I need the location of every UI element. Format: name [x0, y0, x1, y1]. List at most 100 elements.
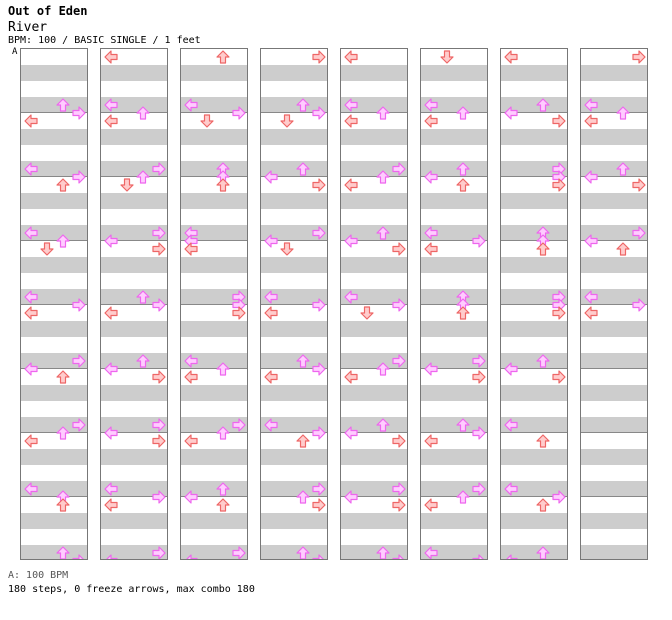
step-arrow-left-icon — [344, 50, 358, 64]
step-arrow-left-icon — [184, 98, 198, 112]
measure-line — [181, 304, 247, 305]
measure-line — [181, 240, 247, 241]
step-arrow-right-icon — [152, 162, 166, 176]
measure-line — [501, 176, 567, 177]
song-title: Out of Eden — [8, 4, 88, 18]
step-arrow-right-icon — [472, 370, 486, 384]
step-arrow-right-icon — [312, 106, 326, 120]
step-arrow-right-icon — [312, 554, 326, 559]
measure-line — [581, 496, 647, 497]
step-arrow-right-icon — [632, 50, 646, 64]
chart-info: BPM: 100 / BASIC SINGLE / 1 feet — [8, 35, 201, 46]
measure-line — [181, 176, 247, 177]
step-arrow-up-icon — [536, 546, 550, 559]
step-stats: 180 steps, 0 freeze arrows, max combo 18… — [8, 584, 255, 595]
step-arrow-up-icon — [56, 178, 70, 192]
measure-line — [421, 368, 487, 369]
measure-line — [341, 240, 407, 241]
step-arrow-up-icon — [56, 426, 70, 440]
step-arrow-left-icon — [104, 498, 118, 512]
step-arrow-up-icon — [136, 106, 150, 120]
step-arrow-up-icon — [56, 498, 70, 512]
step-arrow-left-icon — [344, 426, 358, 440]
measure-line — [101, 240, 167, 241]
step-arrow-left-icon — [344, 98, 358, 112]
step-arrow-right-icon — [72, 554, 86, 559]
measure-line — [21, 368, 87, 369]
step-arrow-right-icon — [392, 354, 406, 368]
measure-line — [341, 112, 407, 113]
step-arrow-right-icon — [312, 426, 326, 440]
step-arrow-right-icon — [72, 170, 86, 184]
step-arrow-left-icon — [104, 50, 118, 64]
step-arrow-left-icon — [24, 226, 38, 240]
step-arrow-up-icon — [376, 226, 390, 240]
step-arrow-down-icon — [440, 50, 454, 64]
step-arrow-up-icon — [456, 418, 470, 432]
step-arrow-up-icon — [296, 98, 310, 112]
step-arrow-up-icon — [216, 178, 230, 192]
step-arrow-down-icon — [40, 242, 54, 256]
step-arrow-up-icon — [376, 546, 390, 559]
measure-line — [581, 112, 647, 113]
measure-line — [101, 112, 167, 113]
step-arrow-right-icon — [232, 306, 246, 320]
step-arrow-right-icon — [312, 50, 326, 64]
step-arrow-up-icon — [456, 178, 470, 192]
step-arrow-up-icon — [136, 170, 150, 184]
measure-line — [261, 176, 327, 177]
step-arrow-up-icon — [56, 98, 70, 112]
measure-line — [181, 432, 247, 433]
step-column — [180, 48, 248, 560]
step-arrow-up-icon — [536, 498, 550, 512]
step-arrow-up-icon — [376, 106, 390, 120]
step-arrow-right-icon — [232, 546, 246, 559]
step-arrow-down-icon — [280, 114, 294, 128]
step-arrow-up-icon — [376, 362, 390, 376]
bpm-legend: A: 100 BPM — [8, 570, 69, 581]
step-arrow-left-icon — [584, 114, 598, 128]
measure-line — [261, 304, 327, 305]
measure-line — [101, 496, 167, 497]
step-arrow-left-icon — [24, 290, 38, 304]
step-arrow-left-icon — [344, 370, 358, 384]
measure-line — [21, 240, 87, 241]
step-arrow-up-icon — [216, 362, 230, 376]
step-arrow-left-icon — [584, 98, 598, 112]
step-arrow-right-icon — [152, 298, 166, 312]
step-arrow-right-icon — [392, 298, 406, 312]
step-arrow-right-icon — [552, 114, 566, 128]
step-arrow-up-icon — [216, 50, 230, 64]
step-arrow-left-icon — [584, 306, 598, 320]
measure-line — [341, 304, 407, 305]
step-arrow-left-icon — [104, 98, 118, 112]
step-arrow-right-icon — [72, 418, 86, 432]
measure-line — [501, 112, 567, 113]
step-arrow-left-icon — [424, 546, 438, 559]
step-arrow-left-icon — [504, 554, 518, 559]
measure-line — [341, 368, 407, 369]
measure-line — [421, 112, 487, 113]
step-arrow-left-icon — [184, 434, 198, 448]
step-arrow-up-icon — [56, 370, 70, 384]
step-arrow-right-icon — [392, 162, 406, 176]
step-arrow-down-icon — [280, 242, 294, 256]
step-arrow-right-icon — [312, 226, 326, 240]
measure-line — [101, 432, 167, 433]
step-arrow-left-icon — [424, 226, 438, 240]
step-arrow-left-icon — [344, 114, 358, 128]
step-arrow-left-icon — [584, 290, 598, 304]
step-arrow-left-icon — [104, 554, 118, 559]
step-arrow-left-icon — [184, 354, 198, 368]
step-arrow-left-icon — [344, 490, 358, 504]
step-arrow-up-icon — [216, 482, 230, 496]
step-arrow-right-icon — [472, 354, 486, 368]
step-arrow-up-icon — [376, 170, 390, 184]
step-arrow-right-icon — [552, 490, 566, 504]
step-arrow-left-icon — [24, 162, 38, 176]
step-arrow-left-icon — [504, 418, 518, 432]
step-column — [420, 48, 488, 560]
step-arrow-up-icon — [296, 546, 310, 559]
measure-line — [421, 304, 487, 305]
measure-line — [181, 112, 247, 113]
